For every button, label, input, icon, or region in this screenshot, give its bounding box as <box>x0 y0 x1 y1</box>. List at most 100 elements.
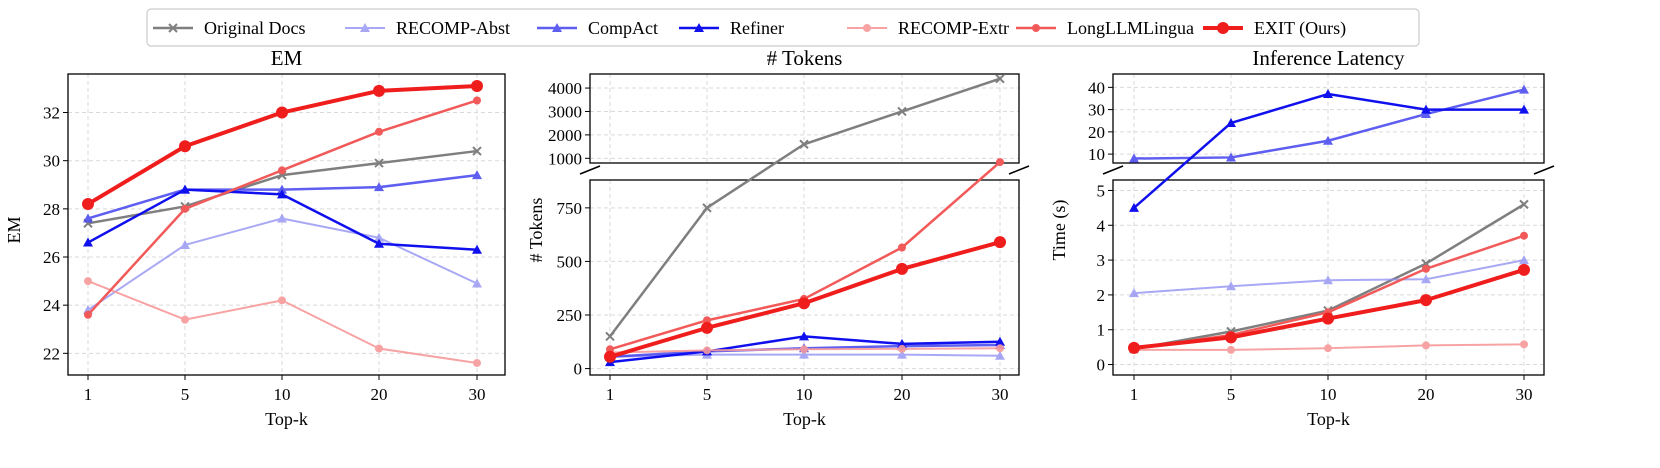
data-series <box>605 73 1005 342</box>
legend-frame <box>146 8 1420 47</box>
data-point <box>471 80 483 93</box>
legend-marker <box>552 23 562 32</box>
data-series <box>84 277 481 367</box>
data-point <box>995 336 1005 346</box>
legend-label: CompAct <box>588 18 658 38</box>
data-point <box>84 277 92 286</box>
axes-frame <box>67 73 506 376</box>
data-point <box>1226 152 1236 162</box>
legend-label: Original Docs <box>204 18 305 38</box>
x-tick-label: 20 <box>1418 385 1435 404</box>
y-tick-label: 4000 <box>548 79 582 98</box>
x-tick-label: 5 <box>1227 385 1236 404</box>
data-point <box>799 331 809 341</box>
legend-marker <box>1032 24 1040 32</box>
legend-label: RECOMP-Abst <box>396 18 510 38</box>
data-point <box>898 243 906 252</box>
data-point <box>1323 135 1333 145</box>
data-point <box>605 331 615 342</box>
data-point <box>84 310 92 319</box>
series-line <box>609 161 1001 351</box>
y-tick-label: 10 <box>1088 145 1105 164</box>
data-point <box>83 237 93 247</box>
data-series <box>1129 199 1529 354</box>
x-tick-label: 20 <box>371 385 388 404</box>
y-tick-label: 250 <box>557 306 583 325</box>
data-point <box>1322 312 1334 325</box>
y-axis-label: # Tokens <box>526 198 546 263</box>
data-point <box>472 244 482 254</box>
x-tick-label: 10 <box>796 385 813 404</box>
panel-title: EM <box>271 46 303 70</box>
data-series <box>1129 84 1529 163</box>
y-tick-label: 26 <box>43 248 60 267</box>
data-point <box>1421 104 1431 114</box>
axes-frame <box>589 73 1020 164</box>
data-point <box>1518 263 1530 276</box>
y-tick-label: 4 <box>1097 216 1106 235</box>
data-point <box>898 344 906 353</box>
data-point <box>181 315 189 324</box>
data-point <box>800 345 808 354</box>
x-tick-label: 10 <box>274 385 291 404</box>
data-point <box>1323 275 1333 285</box>
data-point <box>277 184 287 194</box>
x-axis-label: Top-k <box>1307 409 1350 429</box>
data-point <box>181 204 189 213</box>
data-point <box>473 358 481 367</box>
data-point <box>897 349 907 359</box>
data-point <box>1129 153 1139 163</box>
y-tick-label: 0 <box>1097 356 1106 375</box>
data-point <box>1226 281 1236 291</box>
axis-break-mark <box>579 165 601 175</box>
data-series <box>83 213 482 314</box>
data-series <box>1129 89 1529 212</box>
data-point <box>1422 264 1430 273</box>
data-point <box>472 170 482 180</box>
data-series <box>1130 231 1528 353</box>
legend-item <box>153 23 193 33</box>
data-series <box>83 184 482 254</box>
data-point <box>179 140 191 153</box>
data-series <box>1128 263 1530 354</box>
data-point <box>374 232 384 242</box>
data-point <box>1226 117 1236 127</box>
data-point <box>1129 202 1139 212</box>
data-point <box>472 146 482 156</box>
data-series <box>604 236 1006 363</box>
data-point <box>374 158 384 168</box>
y-tick-label: 500 <box>557 252 583 271</box>
legend-marker <box>1217 22 1229 34</box>
data-point <box>1225 331 1237 344</box>
data-point <box>278 296 286 305</box>
x-tick-label: 30 <box>1516 385 1533 404</box>
data-point <box>798 297 810 310</box>
data-point <box>995 350 1005 360</box>
legend-marker <box>863 24 871 32</box>
panel-title: # Tokens <box>767 46 843 70</box>
data-point <box>896 262 908 275</box>
data-point <box>703 346 711 355</box>
axis-break-mark <box>1533 165 1555 175</box>
legend-item <box>1203 22 1243 34</box>
data-point <box>1520 340 1528 349</box>
legend: Original Docs RECOMP-Abst CompAct Refiner RE… <box>146 8 1420 47</box>
data-point <box>604 350 616 363</box>
data-point <box>1422 341 1430 350</box>
legend-item <box>345 23 385 32</box>
y-tick-label: 1 <box>1097 321 1106 340</box>
data-point <box>83 213 93 223</box>
y-tick-label: 40 <box>1088 78 1105 97</box>
x-tick-label: 1 <box>1130 385 1139 404</box>
data-point <box>799 139 809 149</box>
data-point <box>897 338 907 348</box>
data-series <box>1130 340 1528 354</box>
y-tick-label: 0 <box>574 360 583 379</box>
x-tick-label: 5 <box>703 385 712 404</box>
x-tick-label: 10 <box>1320 385 1337 404</box>
data-point <box>374 182 384 192</box>
data-point <box>473 96 481 105</box>
y-tick-label: 750 <box>557 199 583 218</box>
data-point <box>277 213 287 223</box>
